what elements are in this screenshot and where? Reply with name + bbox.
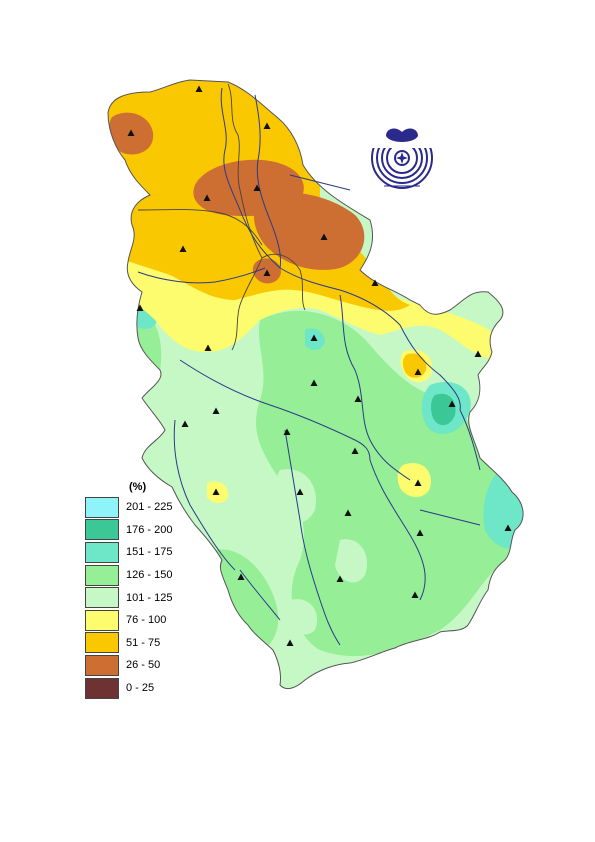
legend-title: (%) — [129, 481, 147, 493]
river-south-morava — [369, 459, 426, 601]
triangle-station-icon — [127, 129, 135, 136]
triangle-station-icon — [179, 245, 187, 252]
triangle-station-icon — [181, 420, 189, 427]
legend-swatch — [85, 541, 119, 563]
triangle-station-icon — [344, 509, 352, 516]
triangle-station-icon — [351, 447, 359, 454]
triangle-station-icon — [310, 379, 318, 386]
zone-101-125-island-2 — [335, 539, 368, 583]
triangle-station-icon — [320, 233, 328, 240]
triangle-station-icon — [203, 194, 211, 201]
river-danube — [220, 87, 461, 411]
triangle-station-icon — [414, 479, 422, 486]
legend-item: 0 - 25 — [85, 677, 172, 700]
triangle-station-icon — [263, 269, 271, 276]
zone-101-125-island-3 — [288, 599, 318, 635]
legend-swatch — [85, 609, 119, 631]
legend-item: 101 - 125 — [85, 586, 172, 609]
legend-swatch — [85, 519, 119, 541]
river-timok — [459, 409, 481, 471]
triangle-station-icon — [416, 529, 424, 536]
legend-item: 201 - 225 — [85, 496, 172, 519]
zone-26-50-central — [253, 192, 365, 270]
regional-boundaries — [137, 83, 306, 351]
country-border — [107, 79, 524, 690]
triangle-station-icon — [296, 488, 304, 495]
legend-item: 26 - 50 — [85, 654, 172, 677]
legend-label: 176 - 200 — [126, 523, 173, 536]
triangle-station-icon — [414, 368, 422, 375]
weather-stations — [127, 85, 512, 646]
triangle-station-icon — [354, 395, 362, 402]
triangle-station-icon — [237, 573, 245, 580]
legend-swatch — [85, 677, 119, 699]
triangle-station-icon — [474, 350, 482, 357]
triangle-station-icon — [310, 334, 318, 341]
legend-swatch — [85, 496, 119, 518]
triangle-station-icon — [411, 591, 419, 598]
legend-swatch — [85, 654, 119, 676]
river-sava — [137, 267, 266, 284]
precipitation-zones — [108, 80, 524, 657]
triangle-station-icon — [195, 85, 203, 92]
legend-item: 151 - 175 — [85, 541, 172, 564]
legend-item: 76 - 100 — [85, 609, 172, 632]
river-begej — [289, 174, 351, 191]
boundary-line — [227, 83, 263, 259]
legend-item: 126 - 150 — [85, 564, 172, 587]
triangle-station-icon — [448, 400, 456, 407]
legend-label: 26 - 50 — [126, 659, 161, 672]
triangle-station-icon — [212, 407, 220, 414]
boundary-line — [261, 253, 306, 311]
legend-swatch — [85, 632, 119, 654]
legend-swatch — [85, 587, 119, 609]
river-nisava — [419, 509, 481, 526]
triangle-station-icon — [136, 304, 144, 311]
zone-51-75-spot — [402, 353, 427, 378]
triangle-station-icon — [212, 488, 220, 495]
boundary-line — [231, 257, 263, 351]
legend-label: 101 - 125 — [126, 591, 173, 604]
legend-label: 151 - 175 — [126, 546, 173, 559]
legend-label: 0 - 25 — [126, 682, 155, 695]
zone-176-200 — [430, 393, 456, 426]
triangle-station-icon — [286, 639, 294, 646]
triangle-station-icon — [263, 122, 271, 129]
triangle-station-icon — [283, 428, 291, 435]
legend: (%) 201 - 225 176 - 200 151 - 175 126 - 150… — [85, 478, 172, 699]
legend-label: 76 - 100 — [126, 614, 167, 627]
zone-126-150-central — [256, 310, 515, 657]
zone-26-50 — [108, 112, 365, 284]
river-lim — [239, 569, 281, 621]
triangle-station-icon — [504, 524, 512, 531]
triangle-station-icon — [253, 184, 261, 191]
river-ibar — [284, 429, 341, 646]
triangle-station-icon — [336, 575, 344, 582]
rivers — [137, 87, 481, 646]
legend-label: 201 - 225 — [126, 501, 173, 514]
legend-swatch — [85, 564, 119, 586]
river-morava — [339, 294, 411, 481]
river-west-morava — [179, 359, 371, 461]
legend-item: 176 - 200 — [85, 519, 172, 542]
triangle-station-icon — [371, 279, 379, 286]
hydromet-service-logo-icon — [370, 126, 434, 189]
triangle-station-icon — [204, 344, 212, 351]
river-drina — [173, 419, 236, 571]
legend-label: 126 - 150 — [126, 569, 173, 582]
zone-76-100-spot-1 — [397, 462, 431, 497]
river-tisza — [254, 94, 281, 269]
legend-label: 51 - 75 — [126, 636, 161, 649]
boundary-line — [137, 209, 263, 246]
legend-item: 51 - 75 — [85, 632, 172, 655]
